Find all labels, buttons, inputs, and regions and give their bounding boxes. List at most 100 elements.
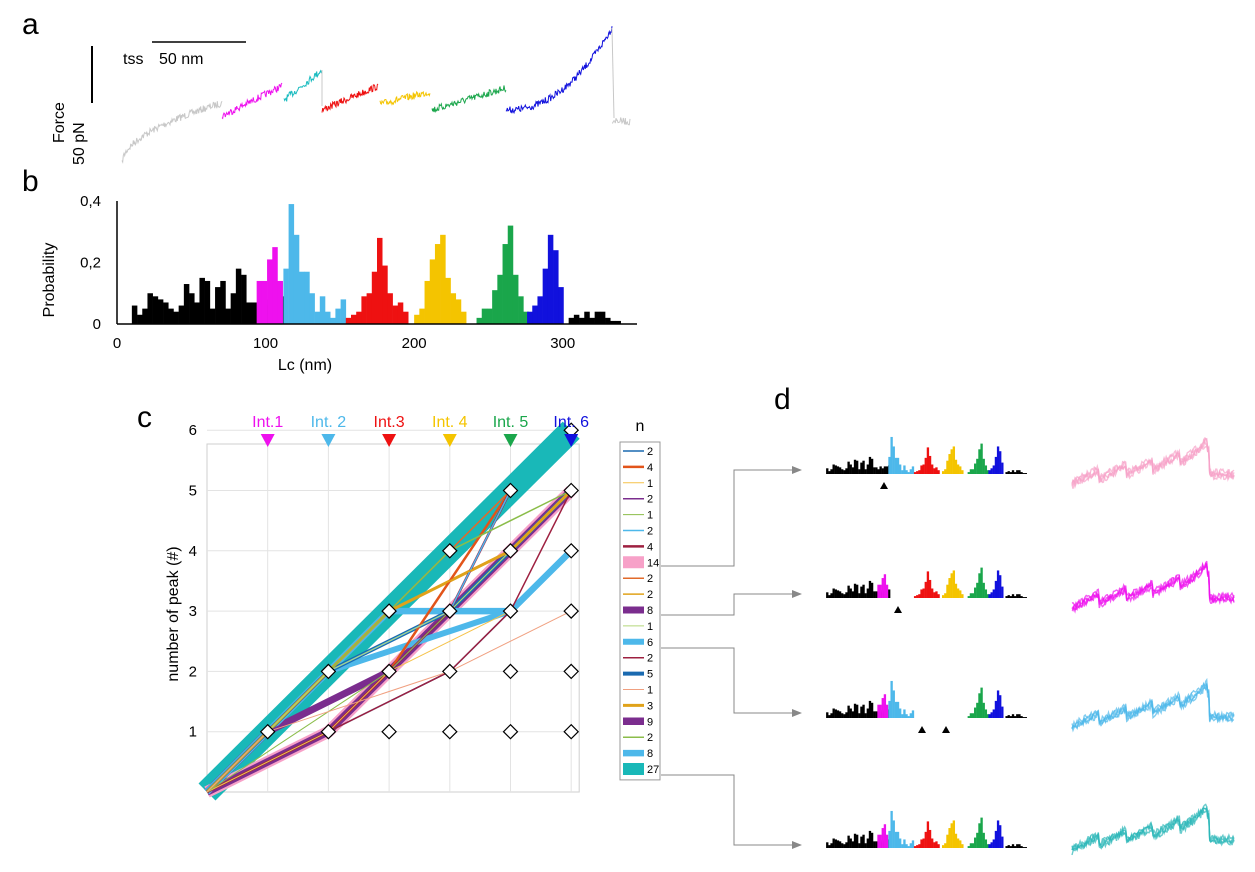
histogram-bar: [288, 204, 295, 324]
example-histogram-bar: [860, 586, 863, 598]
legend-entry-label: 2: [647, 732, 653, 744]
example-histogram-bar: [1001, 462, 1004, 474]
legend-entry-label: 1: [647, 621, 653, 633]
missing-peak-marker-icon: [918, 726, 926, 733]
example-histogram-bar: [928, 829, 932, 848]
example-histogram-bar: [898, 838, 902, 848]
example-histogram-bar: [920, 839, 923, 848]
example-histogram-bar: [847, 835, 850, 848]
example-histogram-bar: [911, 710, 915, 718]
example-histogram-bar: [999, 451, 1002, 474]
example-histogram-bar: [838, 711, 842, 718]
legend-entry-label: 3: [647, 700, 653, 712]
example-histogram-bar: [978, 573, 981, 598]
example-histogram-bar: [873, 711, 876, 718]
example-histogram-bar: [870, 582, 874, 598]
example-histogram-bar: [916, 595, 919, 598]
peak-marker: [502, 663, 519, 680]
example-histogram-bar: [990, 842, 993, 848]
example-histogram-bar: [969, 593, 973, 598]
histogram-bar: [558, 287, 564, 324]
example-trace: [1071, 444, 1235, 489]
legend-title: n: [636, 418, 645, 435]
legend-entry-label: 2: [647, 589, 653, 601]
example-histogram-bar: [916, 845, 919, 848]
example-histogram-bar: [898, 708, 902, 718]
histogram-bar: [351, 314, 357, 324]
force-axis-label: Force: [51, 102, 68, 143]
example-histogram-bar: [1018, 470, 1021, 474]
histogram-bar: [579, 317, 585, 324]
example-histogram-bar: [909, 843, 913, 848]
missing-peak-marker-icon: [942, 726, 950, 733]
histogram-bar: [542, 268, 549, 324]
example-histogram-bar: [883, 824, 887, 848]
histogram-x-tick-label: 200: [402, 335, 427, 352]
panel-c-peak-chart: 1 2 3 4 5 6 Int.1 Int. 2 Int.3 Int. 4 Int. 5 Int. …: [165, 414, 661, 801]
peak-marker: [563, 482, 580, 499]
histogram-x-tick-label: 100: [253, 335, 278, 352]
example-histogram-bar: [1022, 717, 1025, 718]
interval-marker-icon: [442, 434, 457, 447]
histogram-bar: [220, 280, 226, 324]
example-histogram-bar: [841, 593, 844, 598]
example-histogram-bar: [971, 593, 975, 598]
example-histogram-bar: [928, 579, 932, 598]
legend-entry-label: 4: [647, 462, 653, 474]
histogram-bar: [594, 311, 601, 324]
example-histogram-bar: [961, 844, 964, 848]
example-histogram-bar: [990, 592, 993, 598]
example-histogram-bar: [978, 823, 981, 848]
example-histogram-bar: [1024, 473, 1027, 474]
peak-marker: [563, 603, 580, 619]
example-histogram-bar: [982, 582, 985, 598]
example-histogram-bar: [1001, 836, 1004, 848]
histogram-bar: [397, 302, 404, 324]
peak-chart-y-tick-label: 3: [189, 603, 197, 620]
example-histogram-bar: [978, 693, 981, 718]
example-histogram-bar: [971, 469, 975, 474]
example-histogram-bar: [967, 596, 970, 598]
peak-marker: [441, 723, 458, 740]
peak-chart-legend: 2 4 1 2 1 2 4 14 2 2 8 1 6 2 5 1 3 9 2 8 27: [619, 441, 661, 781]
example-trace: [1071, 562, 1235, 614]
histogram-x-label: Lc (nm): [278, 357, 332, 374]
example-histogram-bar: [885, 704, 889, 718]
example-histogram-bar: [1013, 596, 1017, 598]
example-histogram-bar: [866, 838, 869, 848]
example-histogram-bar: [924, 581, 927, 598]
example-histogram-bar: [933, 842, 936, 848]
example-histogram-bar: [994, 700, 998, 718]
example-histogram-bar: [937, 844, 940, 848]
histogram-bar: [319, 296, 326, 324]
example-histogram-bar: [1007, 845, 1010, 848]
histogram-bar: [204, 280, 211, 324]
example-histogram-bar: [920, 465, 923, 474]
example-histogram-bar: [1005, 596, 1008, 598]
legend-entry-label: 1: [647, 510, 653, 522]
example-histogram-bar: [944, 843, 947, 848]
example-histogram-bar: [905, 470, 908, 474]
histogram-y-label: Probability: [41, 243, 58, 318]
example-histogram-bar: [896, 831, 900, 848]
example-histogram-bar: [990, 712, 993, 718]
example-histogram-bar: [868, 700, 872, 718]
legend-entry-label: 2: [647, 446, 653, 458]
example-histogram-bar: [862, 460, 865, 474]
example-histogram-bar: [881, 468, 884, 474]
histogram-bar: [382, 265, 388, 324]
example-histogram-bar: [1020, 846, 1023, 848]
peak-chart-markers: [259, 422, 580, 740]
histogram-bar: [532, 305, 538, 324]
example-histogram-bar: [881, 698, 884, 718]
example-histogram-bar: [879, 704, 882, 718]
histogram-bar: [455, 299, 462, 324]
example-histogram-bar: [980, 443, 983, 474]
tss-label: tss: [123, 51, 143, 68]
example-histogram-bar: [1016, 470, 1019, 474]
example-histogram-bar: [864, 469, 867, 474]
interval-label: Int.3: [374, 414, 405, 431]
example-histogram-bar: [916, 471, 919, 474]
example-histogram-bar: [994, 580, 998, 598]
example-histogram-bar: [956, 838, 960, 848]
